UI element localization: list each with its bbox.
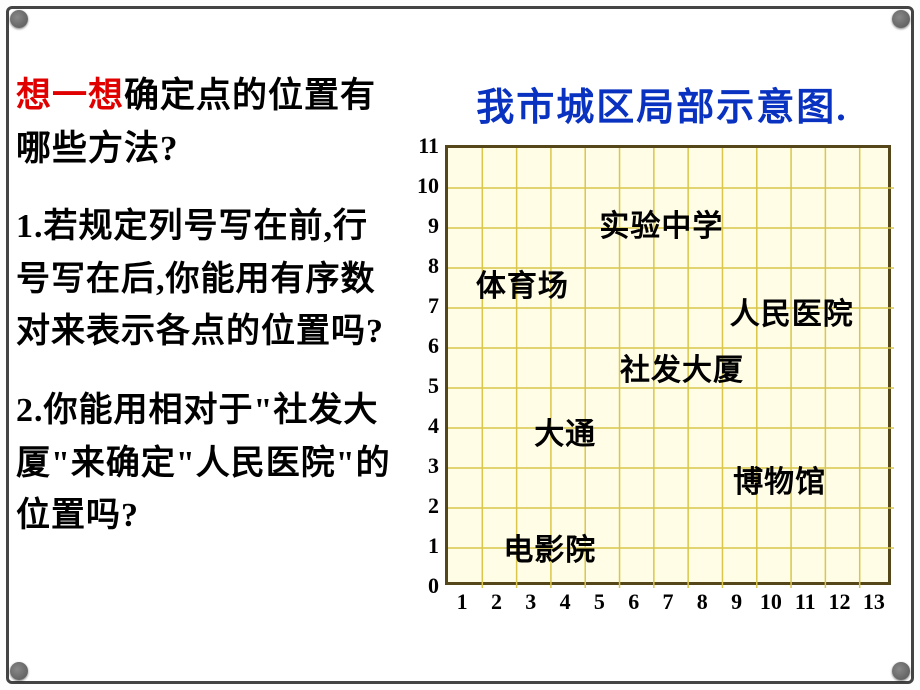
y-tick-label: 5 xyxy=(405,373,439,399)
corner-screw-icon xyxy=(892,662,910,680)
y-tick-label: 10 xyxy=(405,173,439,199)
question-1: 1.若规定列号写在前,行号写在后,你能用有序数对来表示各点的位置吗? xyxy=(16,201,396,359)
map-marker: 博物馆 xyxy=(733,457,826,501)
y-tick-label: 0 xyxy=(405,573,439,599)
x-tick-label: 11 xyxy=(790,589,820,615)
question-2: 2.你能用相对于"社发大厦"来确定"人民医院"的位置吗? xyxy=(16,385,396,543)
x-tick-label: 5 xyxy=(584,589,614,615)
x-tick-label: 9 xyxy=(722,589,752,615)
x-tick-label: 7 xyxy=(653,589,683,615)
heading-highlight: 想一想 xyxy=(16,76,124,115)
map-marker: 体育场 xyxy=(476,261,569,305)
text-column: 想一想确定点的位置有哪些方法? 1.若规定列号写在前,行号写在后,你能用有序数对… xyxy=(16,70,396,543)
y-tick-label: 1 xyxy=(405,533,439,559)
x-tick-label: 6 xyxy=(619,589,649,615)
city-map-chart: 0123456789101112345678910111213实验中学体育场人民… xyxy=(400,145,900,625)
y-tick-label: 7 xyxy=(405,293,439,319)
x-tick-label: 10 xyxy=(756,589,786,615)
chart-title: 我市城区局部示意图. xyxy=(412,76,912,131)
map-marker: 大通 xyxy=(534,409,596,453)
corner-screw-icon xyxy=(10,662,28,680)
y-tick-label: 6 xyxy=(405,333,439,359)
x-tick-label: 13 xyxy=(859,589,889,615)
y-tick-label: 3 xyxy=(405,453,439,479)
x-tick-label: 4 xyxy=(550,589,580,615)
map-marker: 实验中学 xyxy=(599,201,723,245)
map-marker: 社发大厦 xyxy=(620,345,744,389)
x-tick-label: 2 xyxy=(481,589,511,615)
corner-screw-icon xyxy=(892,10,910,28)
y-tick-label: 2 xyxy=(405,493,439,519)
x-tick-label: 12 xyxy=(825,589,855,615)
x-tick-label: 3 xyxy=(516,589,546,615)
y-tick-label: 4 xyxy=(405,413,439,439)
y-tick-label: 8 xyxy=(405,253,439,279)
map-marker: 电影院 xyxy=(503,525,596,569)
x-tick-label: 8 xyxy=(687,589,717,615)
heading: 想一想确定点的位置有哪些方法? xyxy=(16,70,396,175)
y-tick-label: 9 xyxy=(405,213,439,239)
map-marker: 人民医院 xyxy=(730,289,854,333)
corner-screw-icon xyxy=(10,10,28,28)
y-tick-label: 11 xyxy=(405,133,439,159)
x-tick-label: 1 xyxy=(447,589,477,615)
